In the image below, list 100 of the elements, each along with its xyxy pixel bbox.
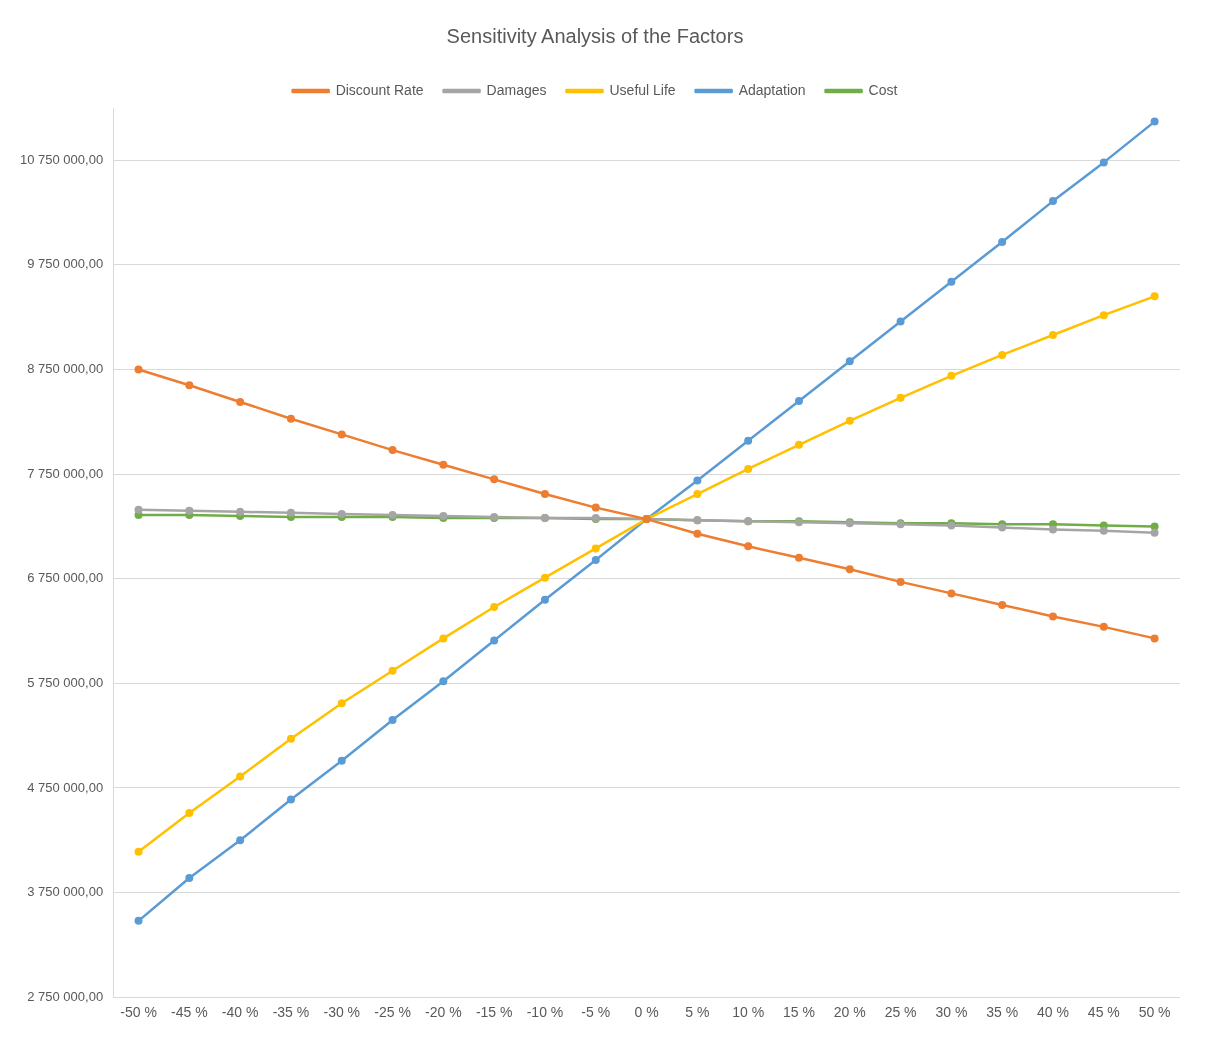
point xyxy=(1048,197,1057,206)
point xyxy=(744,436,753,445)
x-tick-label: 25 % xyxy=(884,1004,917,1021)
point xyxy=(134,916,143,925)
y-tick-label: 5 750 000,00 xyxy=(27,674,104,690)
point xyxy=(388,446,397,455)
point xyxy=(1099,158,1108,167)
point xyxy=(1150,117,1159,126)
point xyxy=(185,506,194,515)
y-tick-label: 9 750 000,00 xyxy=(27,256,104,272)
x-tick-label: -50 % xyxy=(120,1004,157,1021)
point xyxy=(794,396,803,405)
point xyxy=(337,699,346,708)
x-tick-label: -25 % xyxy=(374,1004,411,1021)
point xyxy=(794,440,803,449)
point xyxy=(439,460,448,469)
point xyxy=(236,397,245,406)
point xyxy=(947,371,956,380)
x-tick-label: -15 % xyxy=(475,1004,513,1021)
x-tick-label: 15 % xyxy=(783,1004,815,1021)
point xyxy=(134,365,143,374)
point xyxy=(1099,526,1108,535)
x-tick-label: -45 % xyxy=(171,1004,208,1021)
point xyxy=(591,503,600,512)
point xyxy=(591,555,600,564)
point xyxy=(1048,331,1057,340)
y-tick-label: 10 750 000,00 xyxy=(19,151,104,167)
point xyxy=(540,490,549,499)
point xyxy=(490,636,499,645)
point xyxy=(286,414,295,423)
point xyxy=(1099,622,1108,631)
point xyxy=(185,809,194,818)
point xyxy=(794,553,803,562)
x-tick-label: -40 % xyxy=(221,1004,259,1021)
point xyxy=(845,357,854,366)
point xyxy=(1150,292,1159,301)
point xyxy=(693,490,702,499)
legend-label: Cost xyxy=(868,81,898,98)
point xyxy=(134,505,143,514)
x-tick-label: -30 % xyxy=(323,1004,361,1021)
x-tick-label: 0 % xyxy=(634,1004,659,1021)
x-tick-label: -20 % xyxy=(425,1004,462,1021)
point xyxy=(693,476,702,485)
x-tick-label: 30 % xyxy=(935,1004,968,1021)
point xyxy=(490,603,499,611)
point xyxy=(1150,634,1159,643)
point xyxy=(896,577,905,586)
x-tick-label: -10 % xyxy=(526,1004,564,1021)
y-tick-label: 4 750 000,00 xyxy=(27,779,104,795)
point xyxy=(185,381,194,390)
y-tick-label: 2 750 000,00 xyxy=(27,988,104,1004)
point xyxy=(998,237,1007,246)
y-tick-label: 8 750 000,00 xyxy=(27,361,104,377)
point xyxy=(896,393,905,402)
point xyxy=(744,464,753,473)
point xyxy=(236,772,245,781)
legend-label: Useful Life xyxy=(609,81,676,98)
point xyxy=(693,529,702,538)
x-tick-label: 10 % xyxy=(732,1004,765,1021)
x-tick-label: 50 % xyxy=(1138,1004,1171,1021)
point xyxy=(236,836,245,845)
x-tick-label: 40 % xyxy=(1037,1004,1069,1021)
legend-label: Damages xyxy=(486,81,547,98)
point xyxy=(286,734,295,743)
point xyxy=(1099,311,1108,320)
point xyxy=(337,509,346,518)
x-tick-label: -5 % xyxy=(581,1004,611,1021)
point xyxy=(896,317,905,326)
point xyxy=(286,795,295,804)
point xyxy=(540,595,549,604)
point xyxy=(947,277,956,286)
x-tick-label: 5 % xyxy=(685,1004,710,1021)
point xyxy=(286,508,295,517)
legend-label: Adaptation xyxy=(738,81,806,98)
chart-title: Sensitivity Analysis of the Factors xyxy=(446,24,744,47)
x-tick-label: 45 % xyxy=(1087,1004,1120,1021)
point xyxy=(998,350,1007,359)
point xyxy=(337,756,346,765)
point xyxy=(947,589,956,598)
x-tick-label: -35 % xyxy=(272,1004,310,1021)
point xyxy=(1048,612,1057,621)
point xyxy=(388,666,397,675)
x-tick-label: 35 % xyxy=(986,1004,1019,1021)
point xyxy=(998,600,1007,609)
point xyxy=(845,565,854,574)
point xyxy=(1150,528,1159,537)
y-tick-label: 6 750 000,00 xyxy=(27,570,104,586)
point xyxy=(490,475,499,484)
point xyxy=(388,715,397,724)
point xyxy=(337,430,346,439)
point xyxy=(1048,525,1057,534)
point xyxy=(744,542,753,551)
point xyxy=(845,416,854,425)
point xyxy=(540,573,549,582)
legend-label: Discount Rate xyxy=(335,81,424,98)
point xyxy=(439,634,448,643)
point xyxy=(134,847,143,856)
y-tick-label: 7 750 000,00 xyxy=(27,465,104,481)
y-tick-label: 3 750 000,00 xyxy=(27,884,104,900)
point xyxy=(236,507,245,516)
